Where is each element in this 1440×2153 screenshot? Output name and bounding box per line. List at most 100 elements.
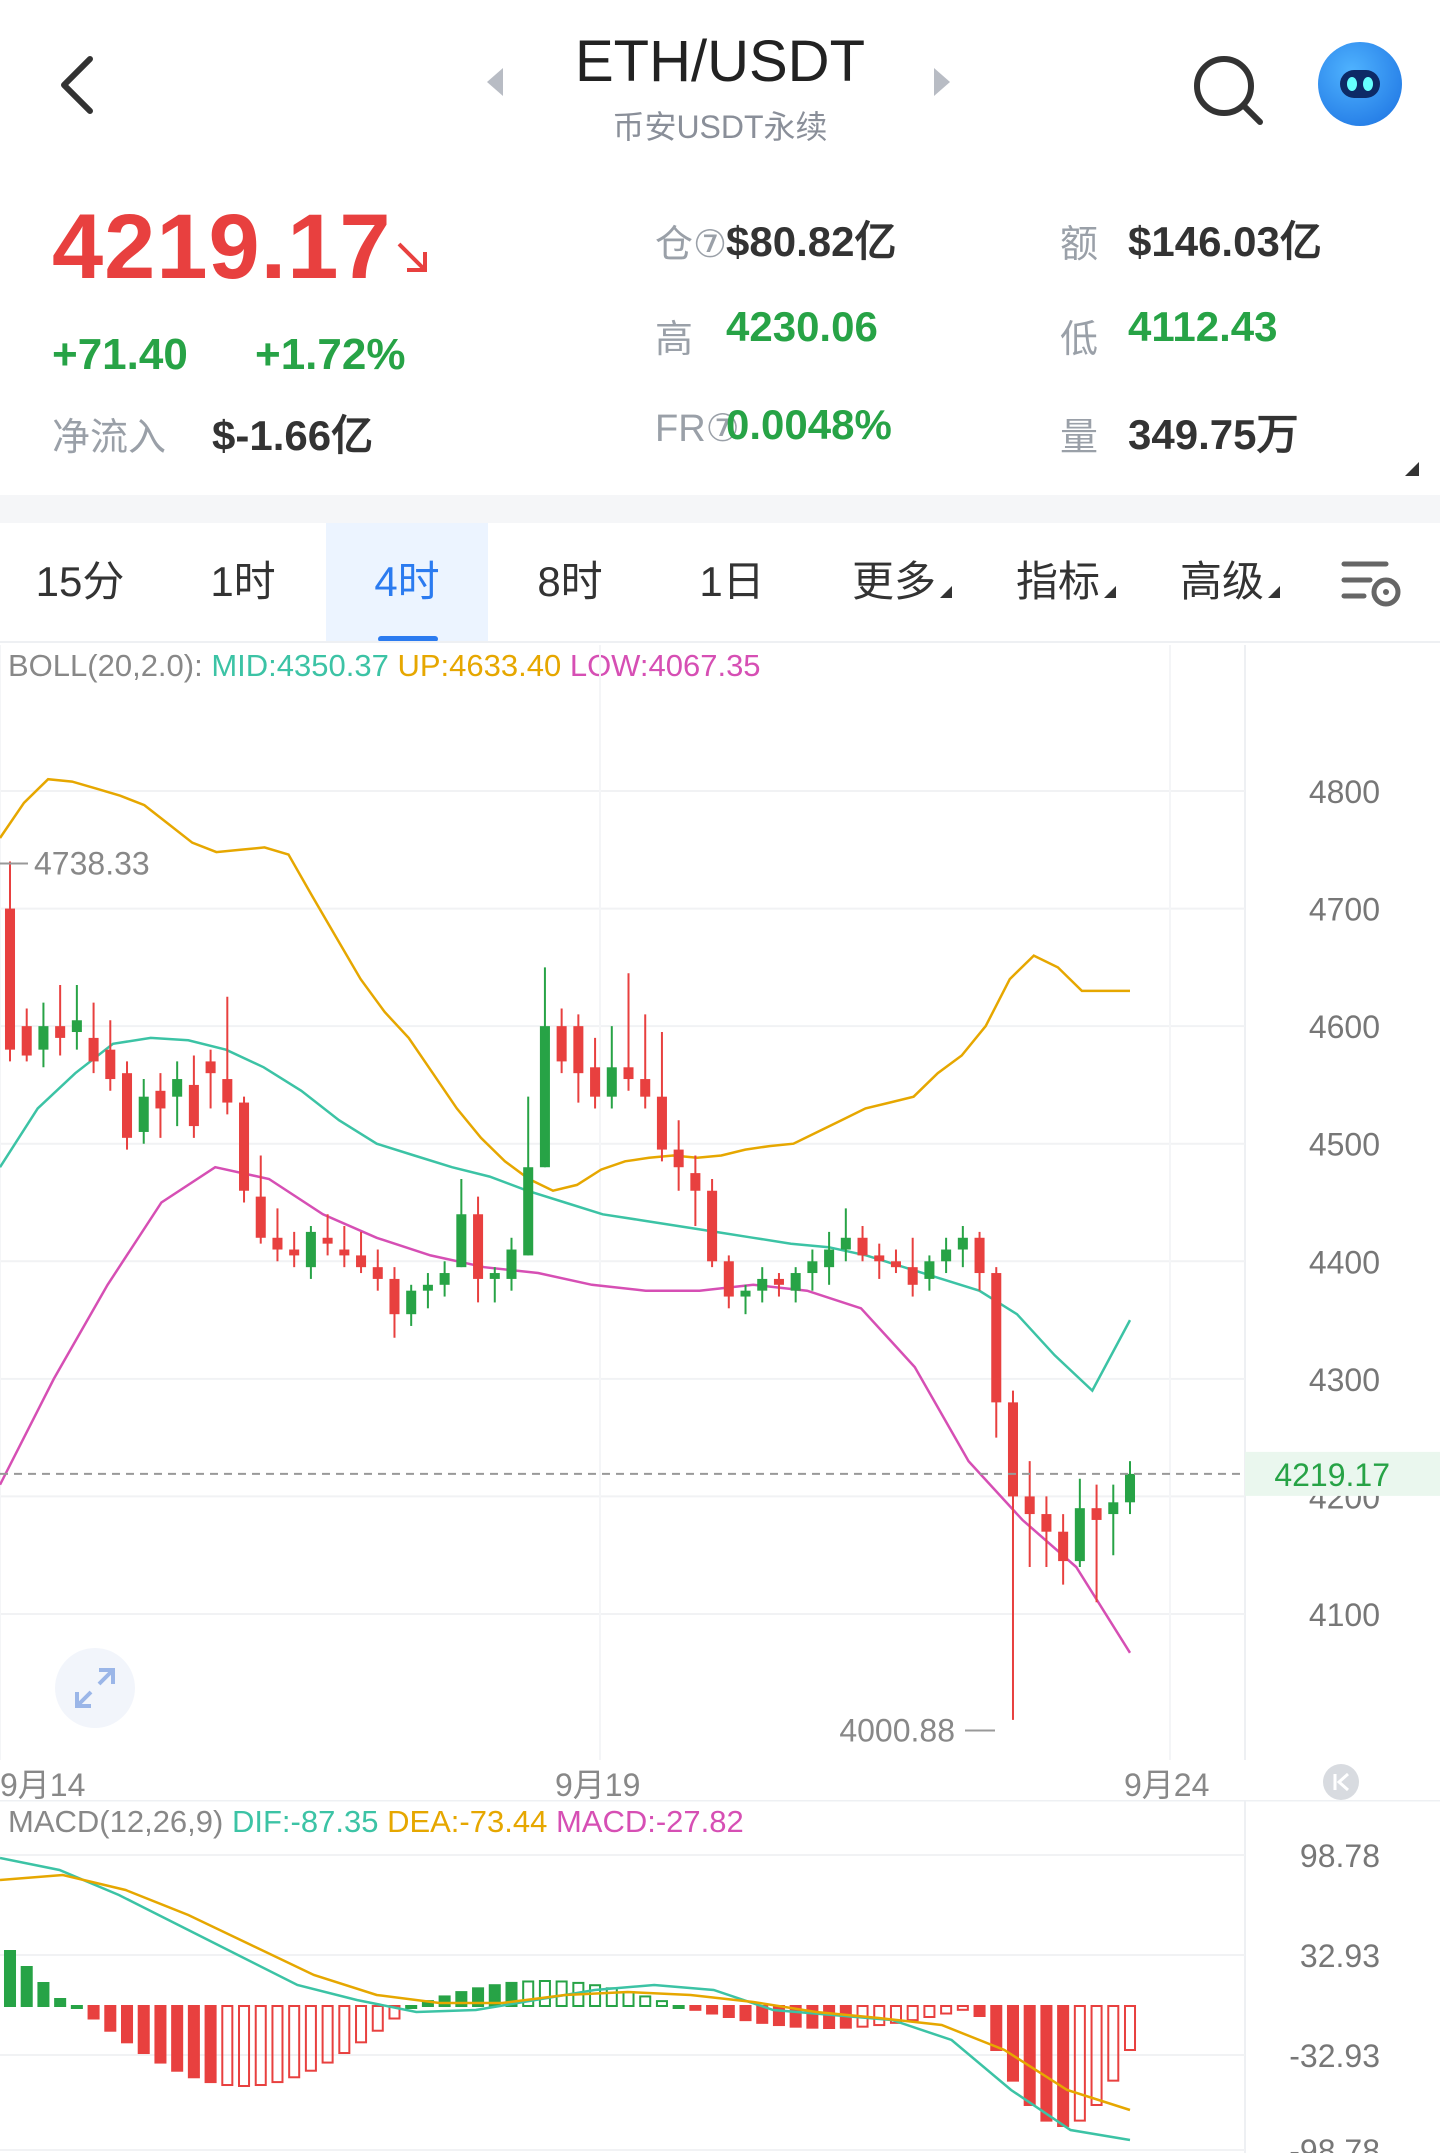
max-marker-label: 4738.33 (34, 846, 150, 882)
candle-body (523, 1167, 534, 1256)
next-symbol-icon[interactable] (934, 68, 950, 96)
macd-tick-label: -32.93 (1289, 2038, 1380, 2074)
macd-bar (889, 2005, 902, 2024)
tab-1d[interactable]: 1日 (699, 558, 765, 605)
candle-body (21, 1026, 32, 1056)
low-value: 4112.43 (1128, 303, 1278, 350)
candle-body (857, 1237, 868, 1256)
macd-bar (806, 2005, 819, 2029)
fullscreen-button[interactable] (55, 1648, 135, 1728)
macd-dea-line (0, 1873, 1131, 2112)
tab-15m[interactable]: 15分 (35, 558, 125, 605)
candle-body (222, 1079, 233, 1103)
candle-body (1074, 1508, 1085, 1562)
macd-bar (254, 2005, 267, 2087)
price-tick-label: 4500 (1309, 1127, 1380, 1163)
candle-body (1124, 1473, 1136, 1503)
tab-4h[interactable]: 4时 (326, 523, 488, 641)
macd-bar (1073, 2005, 1086, 2122)
candlestick-chart[interactable]: 480047004600450044004300420041004219.174… (0, 643, 1440, 1798)
candle-body (690, 1173, 701, 1191)
back-icon[interactable] (50, 45, 110, 125)
candle-body (322, 1237, 333, 1244)
candle-body (924, 1261, 935, 1279)
boll-upper-line (0, 777, 1130, 1193)
macd-bar (956, 2005, 969, 2011)
candle-body (506, 1249, 517, 1279)
last-price-tag-label: 4219.17 (1274, 1457, 1390, 1493)
macd-bar (388, 2005, 401, 2020)
macd-legend: MACD(12,26,9) DIF:-87.35 DEA:-73.44 MACD… (8, 1804, 744, 1840)
macd-bar (689, 2005, 702, 2011)
macd-bar (639, 1995, 652, 2007)
candle-body (4, 908, 16, 1050)
tab-more[interactable]: 更多 (822, 523, 982, 641)
candle-body (205, 1061, 216, 1074)
expand-stats-icon[interactable] (1405, 462, 1419, 476)
candle-body (656, 1096, 667, 1150)
open-interest-label[interactable]: 仓⑦ (655, 224, 728, 266)
reset-view-icon[interactable] (1322, 1763, 1360, 1801)
macd-chart[interactable]: 98.78 32.93 -32.93 -98.78 (0, 1800, 1440, 2153)
macd-bar (1090, 2005, 1103, 2106)
boll-up: UP:4633.40 (397, 648, 562, 683)
tab-advanced[interactable]: 高级 (1150, 523, 1310, 641)
candle-body (272, 1237, 283, 1250)
price-tick-label: 4600 (1309, 1009, 1380, 1045)
tab-indicators[interactable]: 指标 (986, 523, 1146, 641)
macd-dea: DEA:-73.44 (387, 1804, 548, 1839)
time-tick-2: 9月19 (555, 1767, 641, 1803)
candle-body (372, 1267, 383, 1279)
macd-bar (70, 2005, 83, 2009)
candle-body (456, 1214, 467, 1268)
macd-bar (923, 2005, 936, 2018)
macd-bar (973, 2005, 986, 2017)
search-icon[interactable] (1188, 50, 1268, 130)
boll-mid-line (0, 1036, 1132, 1393)
macd-bar (823, 2005, 836, 2029)
boll-mid: MID:4350.37 (211, 648, 389, 683)
candle-body (439, 1273, 450, 1285)
candle-body (71, 1020, 82, 1033)
symbol-title[interactable]: ETH/USDT (575, 29, 865, 94)
macd-bar (906, 2005, 919, 2022)
macd-bar (1023, 2005, 1036, 2106)
macd-bar (137, 2005, 150, 2055)
macd-bar (321, 2005, 334, 2064)
candle-body (1007, 1402, 1018, 1497)
macd-bar (121, 2005, 134, 2044)
macd-bar (739, 2005, 752, 2022)
high-value: 4230.06 (726, 303, 878, 350)
price-change-pct: +1.72% (255, 330, 406, 379)
candle-body (38, 1026, 49, 1050)
boll-low: LOW:4067.35 (569, 648, 761, 683)
macd-bar (655, 2000, 668, 2008)
price-change: +71.40 (52, 330, 188, 379)
price-tick-label: 4700 (1309, 892, 1380, 928)
macd-bar (20, 1966, 33, 2007)
candle-body (673, 1149, 684, 1168)
funding-rate-label[interactable]: FR⑦ (655, 408, 740, 450)
tab-1h[interactable]: 1时 (210, 558, 276, 605)
candle-body (88, 1037, 99, 1062)
macd-bar (405, 2005, 418, 2009)
macd-bar (37, 1982, 50, 2007)
avatar[interactable] (1318, 42, 1402, 126)
price-tick-label: 4800 (1309, 774, 1380, 810)
candle-body (556, 1026, 567, 1062)
macd-bar (672, 2005, 685, 2009)
macd-dif-line (0, 1856, 1131, 2142)
macd-bar (722, 2005, 735, 2018)
macd-bar (706, 2005, 719, 2015)
candle-body (957, 1237, 968, 1250)
macd-bar (455, 1991, 468, 2007)
boll-name: BOLL(20,2.0): (8, 648, 203, 683)
macd-bar (238, 2005, 251, 2087)
candle-body (1091, 1508, 1102, 1520)
chart-settings-icon[interactable] (1340, 556, 1404, 612)
prev-symbol-icon[interactable] (487, 68, 503, 96)
macd-bar (288, 2005, 301, 2079)
candle-body (105, 1049, 116, 1080)
tab-8h[interactable]: 8时 (537, 558, 603, 605)
macd-bar (589, 1984, 602, 2007)
